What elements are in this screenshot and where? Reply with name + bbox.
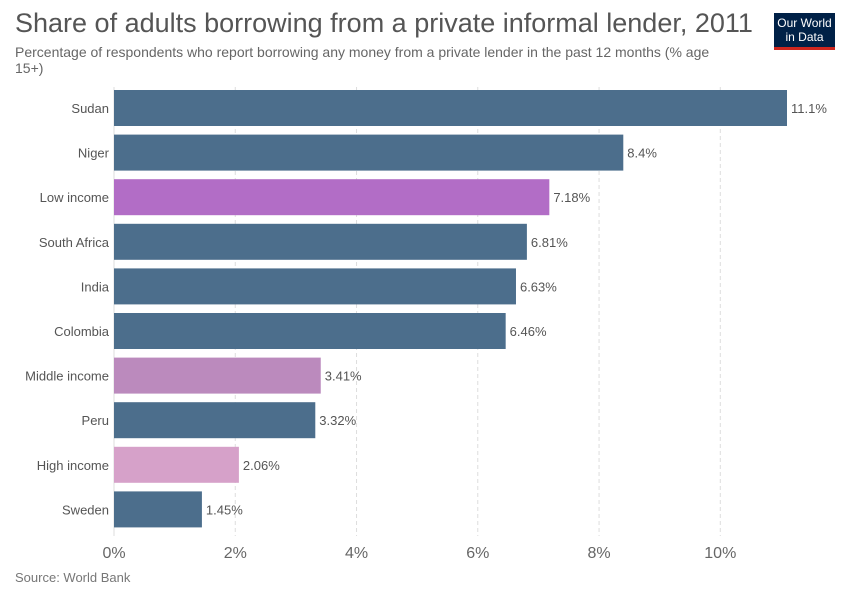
- x-tick-label: 6%: [466, 545, 489, 562]
- bar-india[interactable]: [114, 268, 516, 305]
- bar-peru[interactable]: [114, 402, 316, 439]
- category-label: Sudan: [71, 101, 109, 116]
- value-labels: 11.1% 8.4% 7.18% 6.81% 6.63% 6.46% 3.41% 3.32% 2…: [206, 101, 827, 517]
- value-label: 6.81%: [531, 235, 568, 250]
- bar-south-africa[interactable]: [114, 223, 527, 260]
- chart-title: Share of adults borrowing from a private…: [15, 8, 753, 38]
- bar-middle-income[interactable]: [114, 357, 321, 394]
- category-label: Low income: [40, 190, 109, 205]
- value-label: 2.06%: [243, 458, 280, 473]
- x-tick-label: 8%: [587, 545, 610, 562]
- logo-line-1: Our World: [777, 16, 832, 30]
- category-label: Peru: [82, 413, 109, 428]
- bars: [114, 90, 787, 528]
- bar-sudan[interactable]: [114, 90, 787, 126]
- x-tick-label: 4%: [345, 545, 368, 562]
- value-label: 3.41%: [325, 369, 362, 384]
- value-label: 6.63%: [520, 279, 557, 294]
- category-label: Niger: [78, 146, 110, 161]
- x-tick-labels: 0% 2% 4% 6% 8% 10%: [102, 545, 736, 562]
- bar-low-income[interactable]: [114, 179, 550, 216]
- category-label: India: [81, 279, 110, 294]
- bar-sweden[interactable]: [114, 491, 202, 528]
- x-tick-label: 2%: [224, 545, 247, 562]
- bar-niger[interactable]: [114, 134, 624, 171]
- value-label: 8.4%: [627, 146, 657, 161]
- source-note: Source: World Bank: [15, 570, 131, 585]
- x-tick-label: 0%: [102, 545, 125, 562]
- category-label: South Africa: [39, 235, 110, 250]
- value-label: 7.18%: [553, 190, 590, 205]
- value-label: 11.1%: [791, 101, 827, 116]
- category-label: Colombia: [54, 324, 110, 339]
- value-label: 1.45%: [206, 502, 243, 517]
- bar-colombia[interactable]: [114, 313, 506, 349]
- logo-line-2: in Data: [785, 30, 824, 44]
- chart-subtitle: Percentage of respondents who report bor…: [15, 44, 710, 76]
- category-label: Middle income: [25, 369, 109, 384]
- owid-logo[interactable]: Our World in Data: [774, 13, 835, 50]
- value-label: 3.32%: [319, 413, 356, 428]
- category-labels: Sudan Niger Low income South Africa India Col…: [25, 101, 110, 517]
- category-label: High income: [37, 458, 109, 473]
- x-tick-label: 10%: [704, 545, 736, 562]
- bar-high-income[interactable]: [114, 446, 239, 483]
- value-label: 6.46%: [510, 324, 547, 339]
- category-label: Sweden: [62, 502, 109, 517]
